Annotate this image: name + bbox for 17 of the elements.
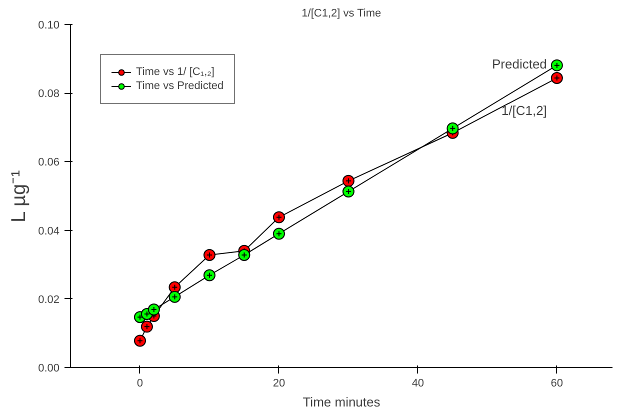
x-tick-label: 60 (550, 378, 564, 390)
annotation: Predicted (492, 56, 547, 72)
y-tick-label: 0.08 (38, 88, 60, 100)
annotation: 1/[C1,2] (501, 103, 547, 118)
legend-label: Time vs 1/ [C₁,₂] (136, 65, 214, 79)
y-tick-label: 0.04 (38, 225, 60, 238)
x-axis-title: Time minutes (302, 394, 381, 410)
y-tick-label: 0.06 (38, 156, 60, 169)
chart-title: 1/[C1,2] vs Time (302, 8, 382, 20)
y-tick-label: 0.00 (38, 362, 60, 374)
y-tick-label: 0.10 (38, 20, 60, 32)
x-tick-label: 20 (272, 378, 286, 390)
legend-label: Time vs Predicted (136, 79, 224, 93)
x-tick-label: 0 (136, 378, 144, 390)
x-tick-label: 40 (412, 378, 424, 390)
y-axis-title: L µg⁻¹ (8, 170, 30, 222)
y-tick-label: 0.02 (38, 294, 60, 306)
